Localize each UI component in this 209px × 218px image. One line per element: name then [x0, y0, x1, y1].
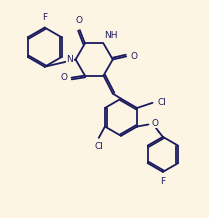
Text: Cl: Cl	[157, 98, 166, 107]
Text: O: O	[130, 52, 137, 61]
Text: O: O	[60, 73, 67, 82]
Text: O: O	[75, 17, 82, 26]
Text: F: F	[42, 13, 47, 22]
Text: Cl: Cl	[94, 142, 103, 152]
Text: O: O	[152, 119, 158, 128]
Text: F: F	[160, 177, 165, 186]
Text: NH: NH	[104, 31, 118, 40]
Text: N: N	[66, 55, 73, 64]
